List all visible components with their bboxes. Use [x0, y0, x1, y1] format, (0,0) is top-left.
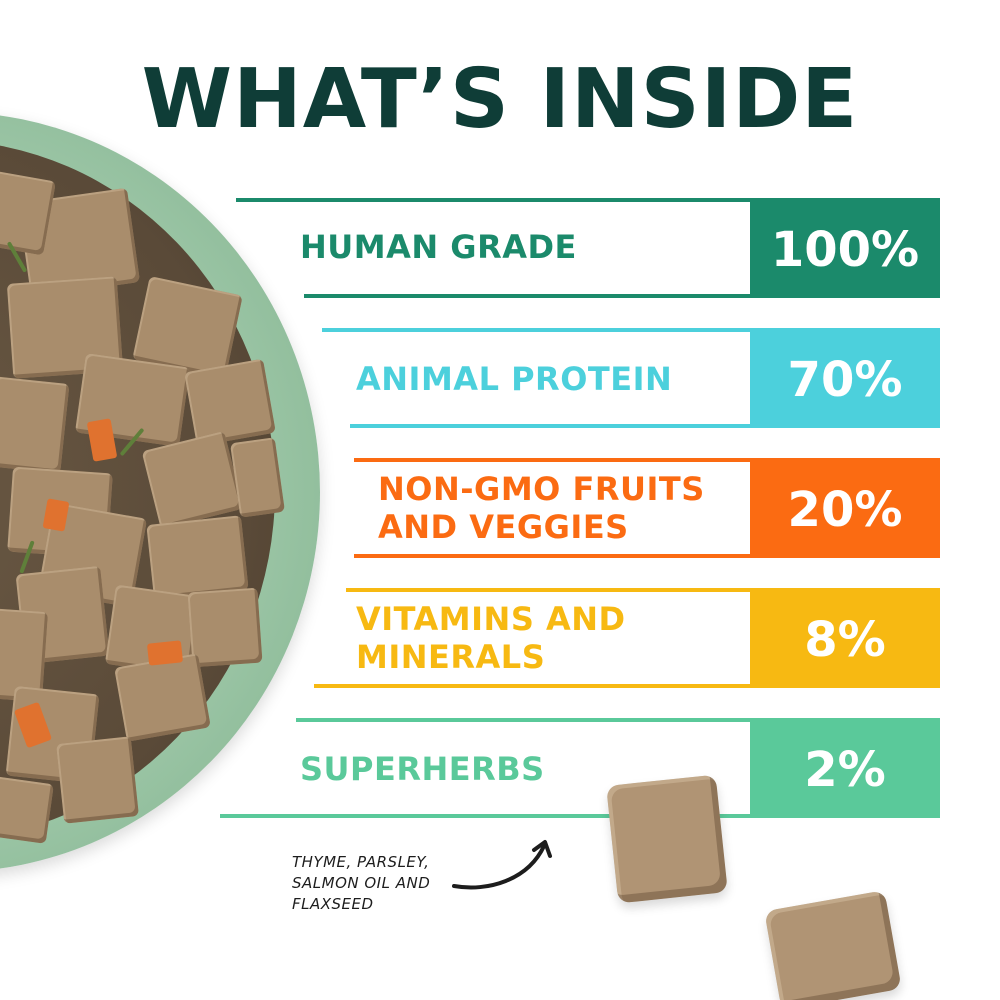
row-value: 70%: [787, 352, 903, 408]
food-chunk: [56, 736, 139, 824]
row-bottom-line: [314, 684, 750, 688]
food-chunk: [146, 515, 249, 600]
row-value-box: 8%: [750, 592, 940, 688]
row-bottom-line: [304, 294, 750, 298]
row-value-box: 100%: [750, 202, 940, 298]
food-chunk: [0, 776, 54, 844]
food-chunk: [187, 587, 263, 668]
row-bottom-line: [354, 554, 750, 558]
row-value: 2%: [804, 742, 886, 798]
row-label-animal-protein: ANIMAL PROTEIN: [356, 360, 672, 398]
food-chunk-image: [764, 890, 902, 1000]
row-label-fruits-veggies: NON-GMO FRUITS AND VEGGIES: [378, 470, 705, 546]
curved-arrow-icon: [452, 840, 552, 890]
row-label-vitamins: VITAMINS AND MINERALS: [356, 600, 626, 676]
row-top-line: [354, 458, 940, 462]
row-bottom-line: [220, 814, 750, 818]
row-value-box: 70%: [750, 332, 940, 428]
row-value: 20%: [787, 482, 903, 538]
label-line: MINERALS: [356, 638, 546, 676]
carrot-piece: [146, 640, 184, 666]
label-line: SUPERHERBS: [300, 750, 545, 788]
row-top-line: [346, 588, 940, 592]
row-top-line: [322, 328, 940, 332]
food-chunk-image: [606, 774, 728, 904]
row-value: 100%: [770, 222, 920, 278]
row-bottom-line: [350, 424, 750, 428]
row-label-human-grade: HUMAN GRADE: [300, 228, 577, 266]
note-line: SALMON OIL AND: [292, 874, 431, 892]
label-line: ANIMAL PROTEIN: [356, 360, 673, 398]
note-line: FLAXSEED: [292, 895, 374, 913]
row-value: 8%: [804, 612, 886, 668]
food-bowl-image: [0, 0, 340, 1000]
row-top-line: [236, 198, 940, 202]
superherbs-note: THYME, PARSLEY, SALMON OIL AND FLAXSEED: [292, 852, 462, 915]
note-line: THYME, PARSLEY,: [292, 853, 430, 871]
food-chunk: [184, 358, 276, 447]
food-chunk: [0, 376, 70, 474]
label-line: VITAMINS AND: [356, 600, 626, 638]
label-line: AND VEGGIES: [378, 508, 629, 546]
row-label-superherbs: SUPERHERBS: [300, 750, 545, 788]
food-chunk: [114, 653, 211, 742]
label-line: NON-GMO FRUITS: [378, 470, 705, 508]
row-value-box: 20%: [750, 462, 940, 558]
page-title: WHAT’S INSIDE: [141, 52, 859, 147]
row-value-box: 2%: [750, 722, 940, 818]
label-line: HUMAN GRADE: [300, 228, 577, 266]
row-top-line: [296, 718, 940, 722]
